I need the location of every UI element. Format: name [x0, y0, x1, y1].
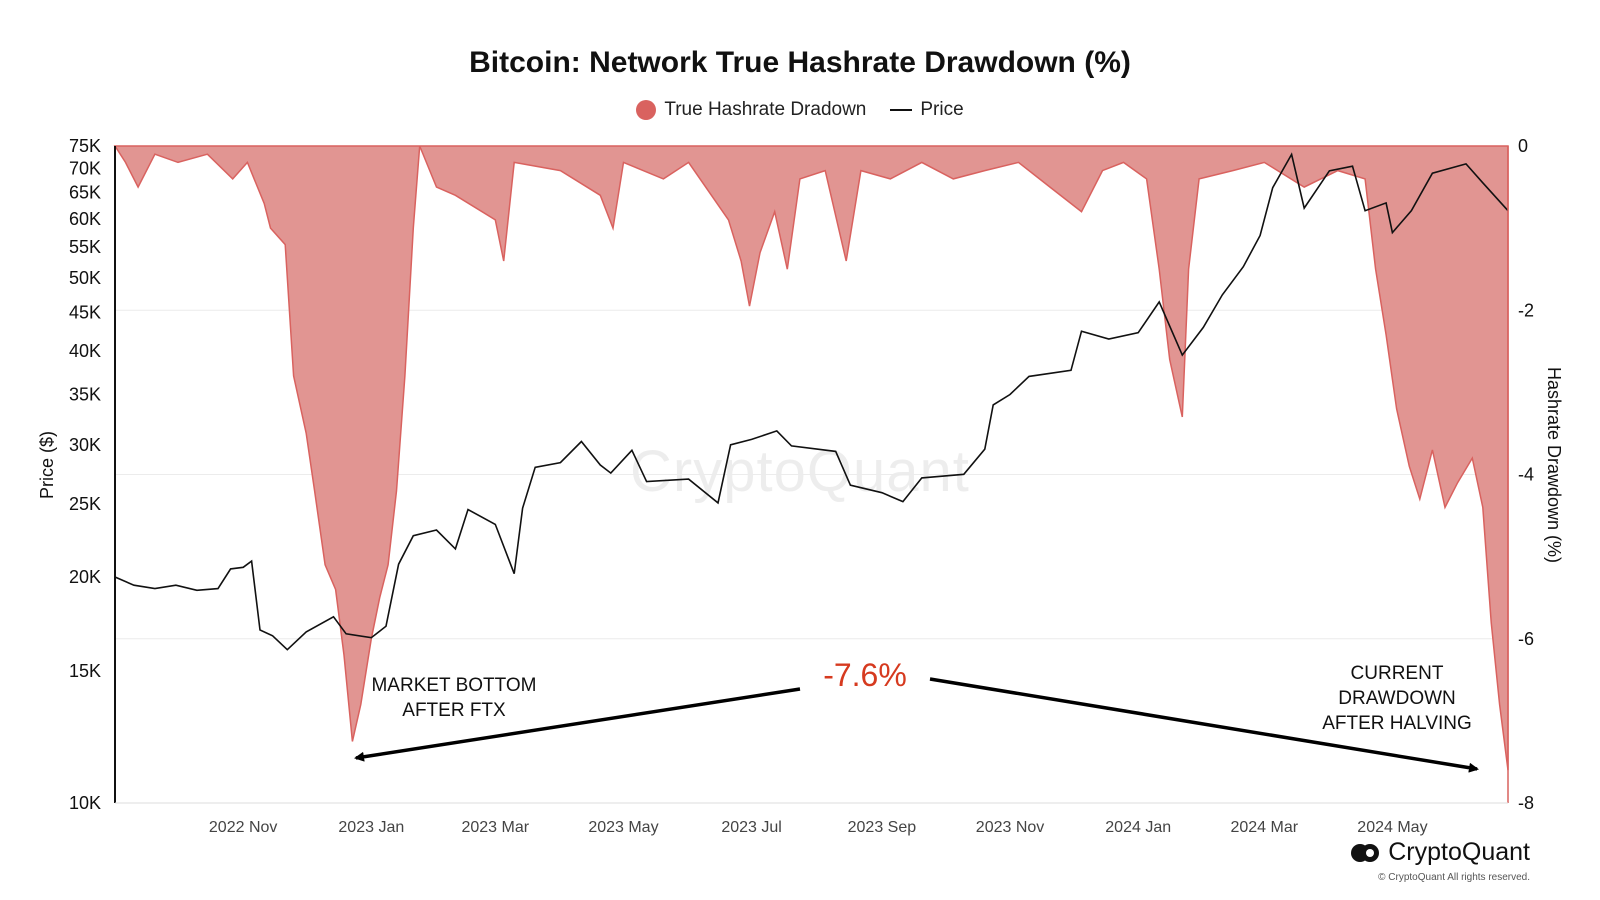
annotation-left-line-1: MARKET BOTTOM [371, 675, 536, 696]
annotation-right-line-1: CURRENT [1351, 663, 1444, 684]
x-tick-label: 2022 Nov [209, 819, 278, 836]
left-tick-label: 10K [69, 793, 101, 813]
legend-label-drawdown: True Hashrate Dradown [664, 99, 867, 120]
left-tick-label: 75K [69, 136, 101, 156]
right-tick-label: -6 [1518, 629, 1534, 649]
right-tick-label: -2 [1518, 300, 1534, 320]
left-tick-label: 50K [69, 268, 101, 288]
right-tick-label: -4 [1518, 465, 1534, 485]
legend-item-price[interactable]: Price [890, 99, 964, 121]
x-tick-label: 2023 Sep [848, 819, 917, 836]
chart-title: Bitcoin: Network True Hashrate Drawdown … [469, 46, 1131, 79]
left-tick-label: 65K [69, 183, 101, 203]
right-tick-label: -8 [1518, 793, 1534, 813]
axes [114, 146, 1509, 804]
drawdown-area [113, 145, 1509, 771]
cryptoquant-logo-icon [1351, 843, 1380, 862]
arrow-right [929, 677, 1479, 773]
annotation-right-line-2: DRAWDOWN [1338, 688, 1456, 709]
x-tick-label: 2023 Nov [976, 819, 1045, 836]
x-tick-label: 2023 Jan [338, 819, 404, 836]
legend-item-drawdown[interactable]: True Hashrate Dradown [636, 99, 866, 121]
x-axis-ticks: 2022 Nov 2023 Jan 2023 Mar 2023 May 2023 Jul… [209, 819, 1428, 836]
right-tick-label: 0 [1518, 136, 1528, 156]
watermark: CryptoQuant [630, 439, 970, 504]
x-tick-label: 2023 Jul [721, 819, 782, 836]
left-tick-label: 15K [69, 661, 101, 681]
left-tick-label: 25K [69, 494, 101, 514]
x-tick-label: 2023 May [588, 819, 658, 836]
right-axis-label: Hashrate Drawdown (%) [1544, 367, 1564, 563]
left-tick-label: 55K [69, 237, 101, 257]
legend-label-price: Price [920, 99, 964, 120]
legend-dot-icon [636, 100, 657, 120]
chart-legend: True Hashrate Dradown Price [0, 99, 1600, 121]
brand-name: CryptoQuant [1388, 838, 1530, 866]
left-tick-label: 35K [69, 385, 101, 405]
brand-logo: CryptoQuant [1350, 838, 1530, 867]
x-tick-label: 2023 Mar [461, 819, 529, 836]
left-axis-label: Price ($) [37, 431, 57, 499]
copyright-text: © CryptoQuant All rights reserved. [1378, 872, 1530, 883]
left-tick-label: 60K [69, 209, 101, 229]
right-axis-ticks: 0 -2 -4 -6 -8 [1518, 136, 1534, 813]
left-tick-label: 40K [69, 341, 101, 361]
left-axis-ticks: 10K 15K 20K 25K 30K 35K 40K 45K 50K 55K 60K 65K 70K7… [69, 136, 101, 813]
left-tick-label: 30K [69, 435, 101, 455]
x-tick-label: 2024 Mar [1230, 819, 1298, 836]
annotation-left-line-2: AFTER FTX [402, 700, 506, 721]
left-tick-label: 45K [69, 303, 101, 323]
annotation-value: -7.6% [823, 657, 907, 693]
legend-line-icon [890, 109, 913, 111]
price-line [114, 152, 1509, 651]
left-tick-label: 70K [69, 158, 101, 178]
x-tick-label: 2024 May [1357, 819, 1427, 836]
arrow-left [354, 687, 801, 762]
left-tick-label: 20K [69, 567, 101, 587]
x-tick-label: 2024 Jan [1105, 819, 1171, 836]
annotation-right-line-3: AFTER HALVING [1322, 713, 1472, 734]
